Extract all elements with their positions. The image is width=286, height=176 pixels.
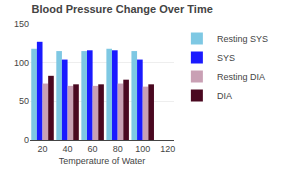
svg-text:Blood Pressure Change Over Tim: Blood Pressure Change Over Time bbox=[31, 3, 212, 15]
svg-text:100: 100 bbox=[135, 144, 150, 154]
svg-text:0: 0 bbox=[24, 135, 29, 145]
svg-text:60: 60 bbox=[88, 144, 98, 154]
svg-text:Resting DIA: Resting DIA bbox=[217, 72, 265, 82]
svg-text:100: 100 bbox=[14, 58, 29, 68]
svg-text:Temperature of Water: Temperature of Water bbox=[59, 156, 146, 166]
svg-text:150: 150 bbox=[14, 19, 29, 29]
svg-text:SYS: SYS bbox=[217, 53, 235, 63]
svg-text:50: 50 bbox=[19, 96, 29, 106]
svg-text:40: 40 bbox=[63, 144, 73, 154]
svg-text:80: 80 bbox=[113, 144, 123, 154]
svg-text:Resting SYS: Resting SYS bbox=[217, 34, 268, 44]
svg-text:120: 120 bbox=[160, 144, 175, 154]
svg-text:20: 20 bbox=[38, 144, 48, 154]
svg-text:DIA: DIA bbox=[217, 91, 232, 101]
